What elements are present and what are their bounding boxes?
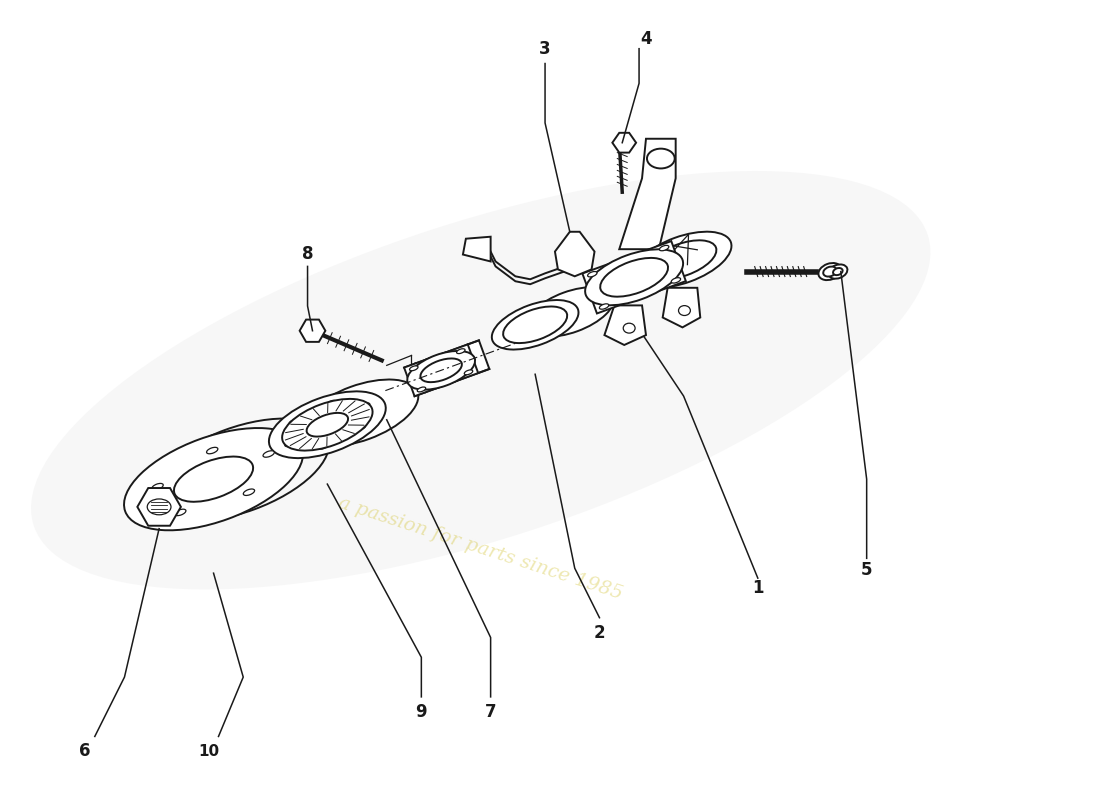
Polygon shape <box>662 288 701 327</box>
Ellipse shape <box>289 419 298 425</box>
Text: 9: 9 <box>416 702 427 721</box>
Ellipse shape <box>492 300 579 350</box>
Ellipse shape <box>361 403 370 408</box>
Text: 6: 6 <box>79 742 90 760</box>
Text: 1: 1 <box>752 579 763 597</box>
Ellipse shape <box>456 349 465 354</box>
Polygon shape <box>138 488 180 526</box>
Ellipse shape <box>174 457 253 502</box>
Ellipse shape <box>307 413 348 437</box>
Ellipse shape <box>828 265 847 278</box>
Ellipse shape <box>823 266 837 277</box>
Ellipse shape <box>356 425 365 430</box>
Ellipse shape <box>175 509 186 516</box>
Ellipse shape <box>585 250 683 306</box>
Ellipse shape <box>285 441 295 446</box>
Ellipse shape <box>327 401 337 406</box>
Ellipse shape <box>417 387 426 392</box>
Ellipse shape <box>407 351 475 390</box>
Text: a passion for parts since 1985: a passion for parts since 1985 <box>337 494 625 603</box>
Ellipse shape <box>420 358 462 382</box>
Text: 10: 10 <box>198 744 219 759</box>
Polygon shape <box>299 319 326 342</box>
Text: 3: 3 <box>539 40 551 58</box>
Ellipse shape <box>243 489 254 495</box>
Ellipse shape <box>659 246 669 250</box>
Polygon shape <box>613 133 636 153</box>
Ellipse shape <box>833 268 843 275</box>
Polygon shape <box>582 241 685 314</box>
Polygon shape <box>404 345 478 396</box>
Ellipse shape <box>147 499 170 514</box>
Text: 5: 5 <box>861 562 872 579</box>
Ellipse shape <box>647 149 674 169</box>
Ellipse shape <box>503 306 568 343</box>
Ellipse shape <box>464 370 473 374</box>
Ellipse shape <box>207 447 218 454</box>
Text: 2: 2 <box>594 623 605 642</box>
Ellipse shape <box>268 391 386 458</box>
Polygon shape <box>554 232 594 276</box>
Polygon shape <box>463 237 491 262</box>
Polygon shape <box>619 138 675 249</box>
Ellipse shape <box>527 287 614 337</box>
Ellipse shape <box>634 232 732 288</box>
Ellipse shape <box>649 240 716 279</box>
Ellipse shape <box>587 271 597 277</box>
Ellipse shape <box>124 428 304 530</box>
Ellipse shape <box>679 306 691 315</box>
Ellipse shape <box>624 323 635 333</box>
Ellipse shape <box>409 366 418 370</box>
Text: 4: 4 <box>640 30 652 48</box>
Ellipse shape <box>319 444 328 449</box>
Polygon shape <box>416 340 490 392</box>
Ellipse shape <box>301 379 418 446</box>
Ellipse shape <box>818 263 842 280</box>
Ellipse shape <box>282 399 373 450</box>
Text: 7: 7 <box>485 702 496 721</box>
Polygon shape <box>604 306 646 345</box>
Ellipse shape <box>600 304 608 310</box>
Ellipse shape <box>671 278 681 283</box>
Text: 8: 8 <box>301 245 314 262</box>
Ellipse shape <box>263 450 274 458</box>
Ellipse shape <box>31 171 931 590</box>
Ellipse shape <box>601 258 668 297</box>
Ellipse shape <box>152 483 163 490</box>
